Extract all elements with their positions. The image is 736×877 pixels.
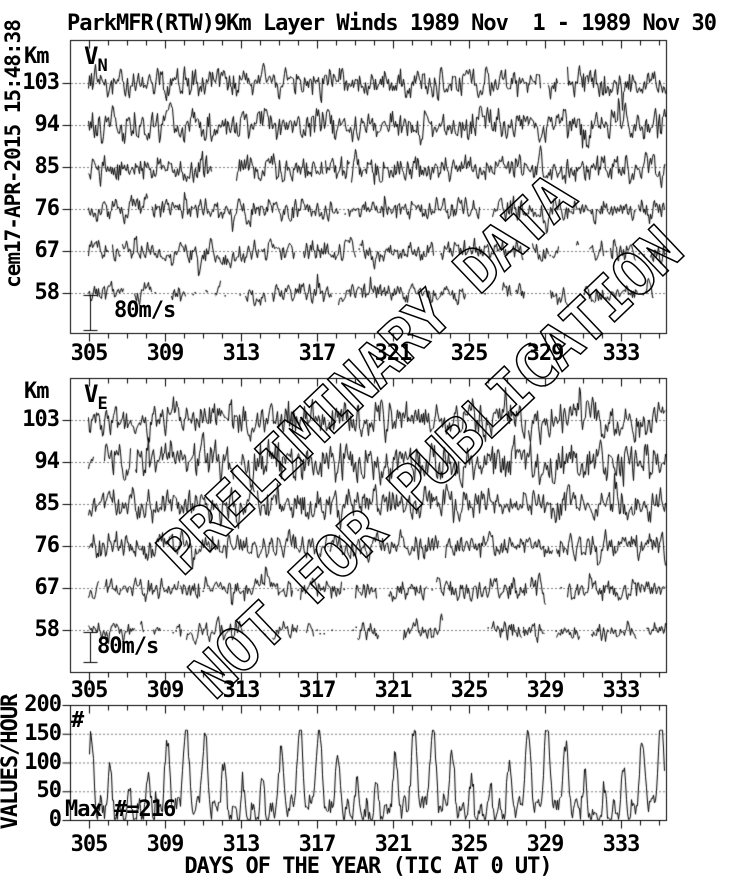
- y-unit-label-east: Km: [24, 379, 49, 404]
- panel-label-v-east-sub: E: [97, 394, 107, 414]
- altitude-tick-label-north: 85: [34, 154, 61, 179]
- panel-label-v-north-sub: N: [97, 56, 107, 76]
- altitude-tick-label-east: 58: [34, 617, 61, 642]
- altitude-tick-label-north: 76: [34, 196, 61, 221]
- x-tick-label-row2: 329: [526, 678, 565, 703]
- x-tick-label-row1: 317: [298, 341, 337, 366]
- altitude-tick-label-east: 103: [22, 407, 60, 432]
- altitude-tick-label-east: 94: [34, 449, 61, 474]
- x-axis-title: DAYS OF THE YEAR (TIC AT 0 UT): [184, 854, 552, 877]
- x-tick-label-row2: 321: [374, 678, 413, 703]
- scale-bar-label-east: 80m/s: [97, 634, 159, 659]
- x-tick-label-row1: 321: [374, 341, 413, 366]
- panel-label-v-north-main: V: [84, 42, 98, 70]
- x-tick-label-row3: 321: [374, 832, 413, 857]
- x-tick-label-row2: 325: [450, 678, 489, 703]
- x-tick-label-row3: 309: [146, 832, 185, 857]
- counts-symbol: #: [71, 708, 84, 733]
- x-tick-label-row1: 309: [146, 341, 185, 366]
- altitude-tick-label-north: 58: [34, 280, 61, 305]
- x-tick-label-row3: 317: [298, 832, 337, 857]
- altitude-tick-label-east: 85: [34, 491, 61, 516]
- count-tick-label: 150: [24, 720, 62, 746]
- max-count-label: Max #=216: [65, 797, 176, 822]
- panel-label-v-east: VE: [84, 380, 108, 414]
- altitude-tick-label-east: 67: [34, 575, 61, 600]
- x-tick-label-row2: 305: [70, 678, 109, 703]
- y-unit-label-north: Km: [24, 44, 49, 69]
- chart-title: ParkMFR(RTW)9Km Layer Winds 1989 Nov 1 -…: [67, 11, 717, 36]
- x-tick-label-row1: 333: [602, 341, 641, 366]
- x-tick-label-row2: 333: [602, 678, 641, 703]
- x-tick-label-row2: 317: [298, 678, 337, 703]
- count-tick-label: 200: [24, 692, 62, 717]
- y-axis-title-counts: VALUES/HOUR: [0, 694, 23, 830]
- x-tick-label-row2: 313: [222, 678, 261, 703]
- count-tick-label: 100: [24, 749, 62, 775]
- altitude-tick-label-east: 76: [34, 533, 61, 558]
- altitude-tick-label-north: 94: [34, 112, 61, 137]
- panel-label-v-north: VN: [84, 42, 108, 76]
- altitude-tick-label-north: 67: [34, 238, 61, 263]
- x-tick-label-row1: 305: [70, 341, 109, 366]
- x-tick-label-row1: 313: [222, 341, 261, 366]
- x-tick-label-row3: 313: [222, 832, 261, 857]
- x-tick-label-row1: 325: [450, 341, 489, 366]
- scale-bar-label-north: 80m/s: [114, 298, 176, 323]
- x-tick-label-row3: 329: [526, 832, 565, 857]
- x-tick-label-row3: 325: [450, 832, 489, 857]
- count-tick-label: 0: [48, 807, 62, 832]
- x-tick-label-row3: 305: [70, 832, 109, 857]
- panel-label-v-east-main: V: [84, 380, 98, 408]
- x-tick-label-row2: 309: [146, 678, 185, 703]
- altitude-tick-label-north: 103: [22, 70, 60, 95]
- count-tick-label: 50: [36, 778, 63, 804]
- x-tick-label-row3: 333: [602, 832, 641, 857]
- x-tick-label-row1: 329: [526, 341, 565, 366]
